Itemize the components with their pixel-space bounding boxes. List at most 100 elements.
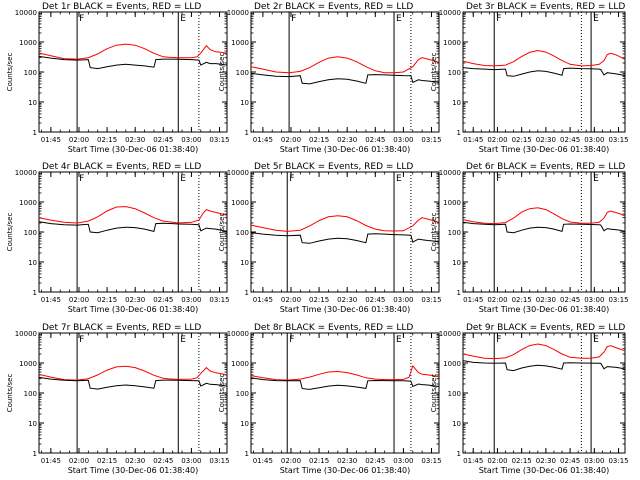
y-tick-label: 1 <box>245 450 249 458</box>
y-tick-label: 100 <box>236 69 249 77</box>
plot-frame <box>462 11 626 133</box>
y-tick-label: 100 <box>448 390 461 398</box>
vline-annotation: F <box>496 14 501 24</box>
x-tick-label: 03:00 <box>181 457 201 465</box>
y-tick-label: 10 <box>28 420 37 428</box>
x-tick-label: 02:00 <box>69 136 89 144</box>
x-tick-label: 02:00 <box>487 457 507 465</box>
lld-rate-line <box>39 43 227 60</box>
x-tick-label: 02:15 <box>512 296 532 304</box>
x-axis-label: Start Time (30-Dec-06 01:38:40) <box>479 145 610 154</box>
x-tick-label: 01:45 <box>253 457 273 465</box>
vline-annotation: E <box>593 174 599 184</box>
x-tick-label: 03:00 <box>393 457 413 465</box>
x-tick-label: 02:15 <box>309 296 329 304</box>
x-tick-label: 03:00 <box>181 296 201 304</box>
y-tick-label: 100 <box>448 69 461 77</box>
y-tick-label: 1000 <box>19 360 37 368</box>
y-tick-label: 1 <box>33 450 37 458</box>
panel-title: Det 9r BLACK = Events, RED = LLD <box>466 323 625 333</box>
x-tick-label: 02:30 <box>536 296 556 304</box>
x-tick-label: 02:00 <box>281 136 301 144</box>
y-tick-label: 1000 <box>443 199 461 207</box>
x-tick-label: 03:15 <box>209 136 229 144</box>
y-tick-label: 10000 <box>15 330 37 338</box>
vline-annotation: E <box>180 14 186 24</box>
x-tick-label: 02:45 <box>560 136 580 144</box>
detector-panel-1: Det 1r BLACK = Events, RED = LLD 1 10 100 10… <box>6 2 230 154</box>
x-tick-label: 02:15 <box>512 457 532 465</box>
event-rate-line <box>463 221 625 234</box>
panel-title: Det 3r BLACK = Events, RED = LLD <box>466 2 625 12</box>
event-rate-line <box>251 72 439 85</box>
vline-annotation: F <box>79 174 84 184</box>
y-tick-label: 10 <box>452 420 461 428</box>
x-tick-label: 02:00 <box>69 296 89 304</box>
x-tick-label: 02:30 <box>125 136 145 144</box>
y-tick-label: 100 <box>24 390 37 398</box>
x-tick-label: 01:45 <box>463 457 483 465</box>
vline-annotation: F <box>496 335 501 345</box>
y-tick-label: 1000 <box>231 360 249 368</box>
detector-panel-8: Det 8r BLACK = Events, RED = LLD 1 10 100 10… <box>218 323 442 475</box>
y-axis-label: Counts/sec <box>6 213 14 252</box>
vline-annotation: F <box>79 14 84 24</box>
x-tick-label: 02:45 <box>365 296 385 304</box>
y-axis-label: Counts/sec <box>6 374 14 413</box>
y-tick-label: 1 <box>457 289 461 297</box>
vline-annotation: E <box>180 335 186 345</box>
x-tick-label: 02:45 <box>365 457 385 465</box>
y-axis-label: Counts/sec <box>430 374 438 413</box>
y-tick-label: 1000 <box>231 39 249 47</box>
y-tick-label: 10000 <box>439 9 461 17</box>
lld-rate-line <box>463 343 625 360</box>
y-tick-label: 100 <box>24 229 37 237</box>
x-tick-label: 02:15 <box>512 136 532 144</box>
event-rate-line <box>39 376 227 390</box>
y-axis-label: Counts/sec <box>218 53 226 92</box>
x-tick-label: 03:15 <box>421 136 441 144</box>
y-tick-label: 10000 <box>227 169 249 177</box>
vline-annotation: F <box>289 335 294 345</box>
lld-rate-line <box>463 207 625 225</box>
x-tick-label: 02:15 <box>309 136 329 144</box>
x-tick-label: 02:00 <box>487 136 507 144</box>
y-tick-label: 1 <box>245 129 249 137</box>
x-tick-label: 02:45 <box>153 457 173 465</box>
event-rate-line <box>463 67 625 77</box>
x-tick-label: 02:15 <box>97 457 117 465</box>
plot-frame <box>462 332 626 454</box>
x-tick-label: 02:30 <box>337 296 357 304</box>
y-axis-label: Counts/sec <box>430 53 438 92</box>
x-tick-label: 02:30 <box>125 457 145 465</box>
x-axis-label: Start Time (30-Dec-06 01:38:40) <box>68 305 199 314</box>
detector-panel-6: Det 6r BLACK = Events, RED = LLD 1 10 100 10… <box>430 162 629 314</box>
panel-title: Det 5r BLACK = Events, RED = LLD <box>254 162 413 172</box>
y-tick-label: 1 <box>457 450 461 458</box>
x-tick-label: 02:15 <box>97 296 117 304</box>
y-tick-label: 1000 <box>231 199 249 207</box>
x-tick-label: 03:00 <box>584 296 604 304</box>
x-tick-label: 01:45 <box>41 296 61 304</box>
y-tick-label: 10 <box>28 259 37 267</box>
lld-rate-line <box>39 365 227 381</box>
x-axis-label: Start Time (30-Dec-06 01:38:40) <box>68 466 199 475</box>
x-tick-label: 03:00 <box>393 136 413 144</box>
x-tick-label: 02:45 <box>560 296 580 304</box>
y-tick-label: 10000 <box>439 330 461 338</box>
x-tick-label: 03:00 <box>584 136 604 144</box>
lld-rate-line <box>39 206 227 224</box>
y-tick-label: 1000 <box>443 39 461 47</box>
x-axis-label: Start Time (30-Dec-06 01:38:40) <box>68 145 199 154</box>
detector-panel-3: Det 3r BLACK = Events, RED = LLD 1 10 100 10… <box>430 2 629 154</box>
y-tick-label: 10 <box>452 99 461 107</box>
y-tick-label: 1 <box>33 129 37 137</box>
y-tick-label: 1000 <box>443 360 461 368</box>
vline-annotation: F <box>496 174 501 184</box>
y-tick-label: 10000 <box>227 330 249 338</box>
x-tick-label: 01:45 <box>463 136 483 144</box>
vline-annotation: F <box>289 174 294 184</box>
plot-frame <box>462 171 626 293</box>
x-tick-label: 02:30 <box>337 136 357 144</box>
panel-title: Det 6r BLACK = Events, RED = LLD <box>466 162 625 172</box>
